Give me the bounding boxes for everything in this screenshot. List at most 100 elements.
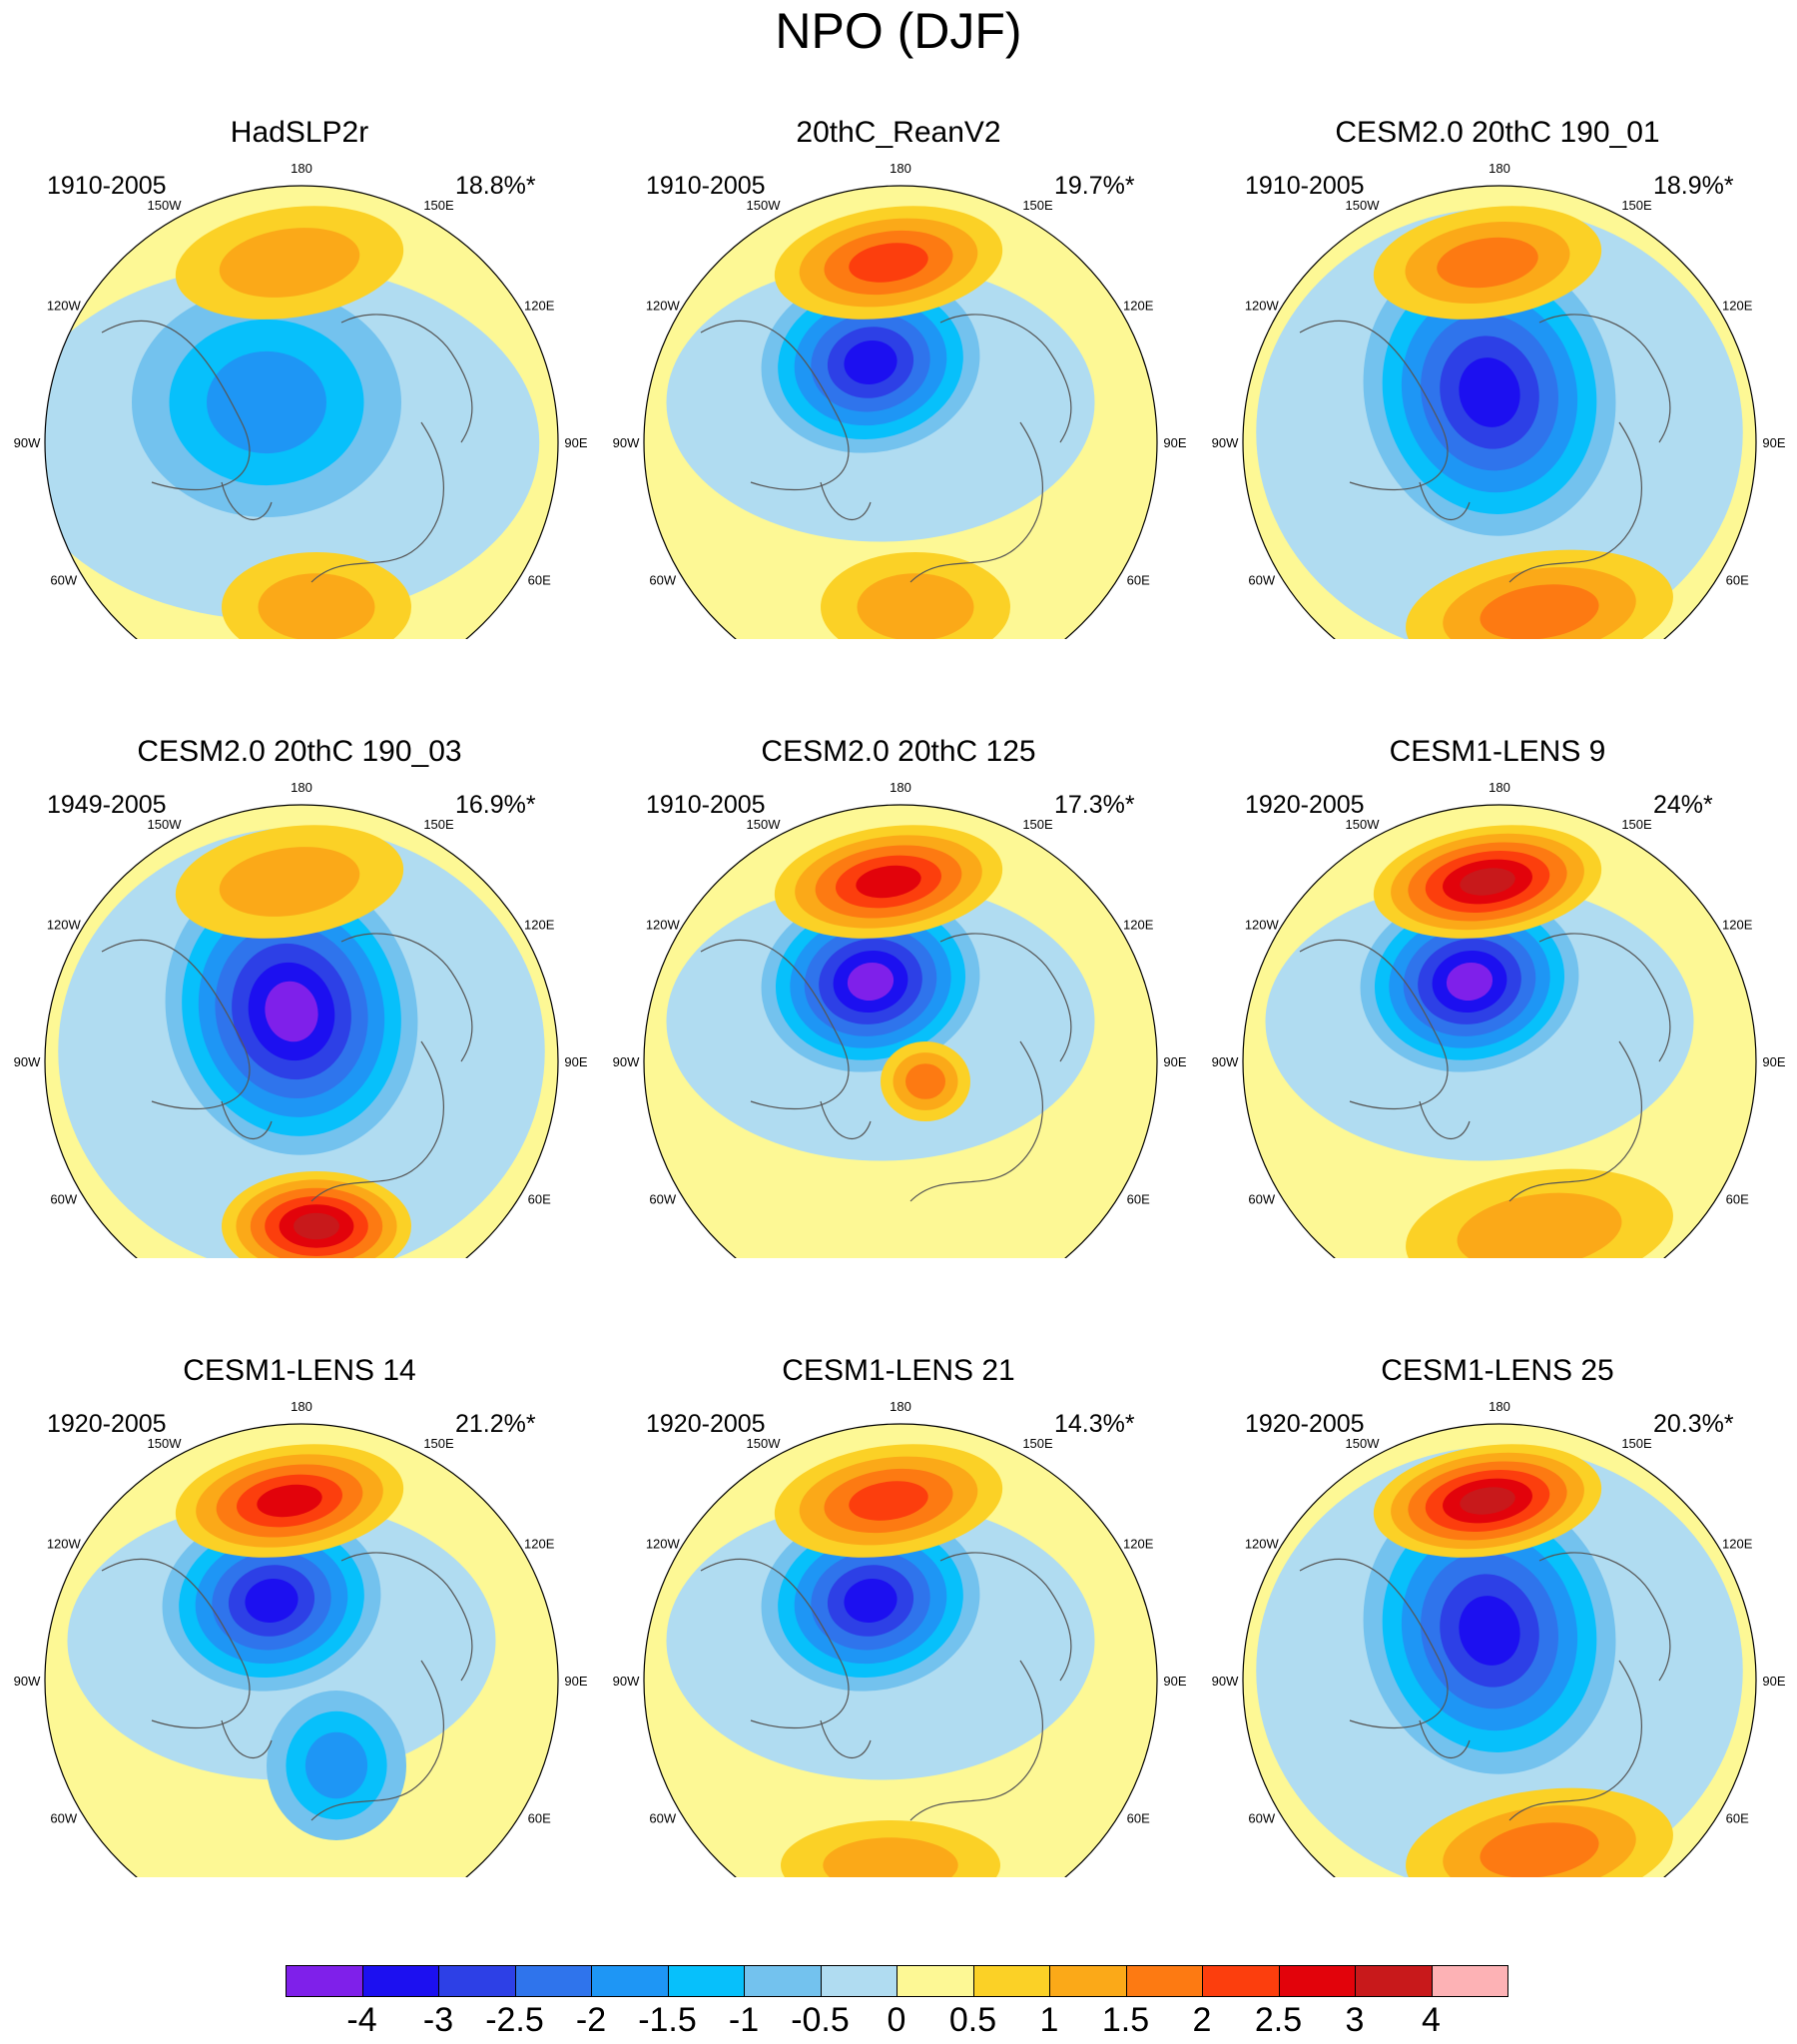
longitude-label: 60E xyxy=(1127,1811,1150,1826)
colorbar-swatch xyxy=(1202,1965,1280,1997)
panel-title: CESM1-LENS 25 xyxy=(1381,1354,1614,1387)
negative-contour xyxy=(844,1579,898,1623)
longitude-label: 60W xyxy=(50,1811,77,1826)
longitude-label: 180 xyxy=(890,1399,911,1414)
longitude-label: 120E xyxy=(524,299,555,314)
longitude-label: 150W xyxy=(747,1436,782,1451)
colorbar-label: 1 xyxy=(1039,2001,1059,2039)
longitude-label: 60E xyxy=(528,1811,551,1826)
longitude-label: 60W xyxy=(50,573,77,588)
map-panel: 180150E120E90E60E30E030W60W90W120W150WCE… xyxy=(1198,639,1797,1258)
longitude-label: 60W xyxy=(649,573,676,588)
panel-title: CESM2.0 20thC 190_03 xyxy=(137,735,462,768)
longitude-label: 180 xyxy=(890,161,911,176)
longitude-label: 150W xyxy=(1346,817,1381,832)
longitude-label: 120E xyxy=(1722,918,1753,933)
longitude-label: 60E xyxy=(1726,1811,1749,1826)
colorbar-swatch xyxy=(1355,1965,1433,1997)
panel-title: 20thC_ReanV2 xyxy=(796,116,1001,149)
map-panel: 180150E120E90E60E30E030W60W90W120W150W CE… xyxy=(0,1258,599,1877)
positive-contour xyxy=(857,573,974,639)
negative-contour xyxy=(844,341,898,384)
positive-contour xyxy=(257,1484,322,1518)
positive-contour xyxy=(823,1837,958,1877)
map-boundary xyxy=(1242,185,1757,639)
coastlines xyxy=(1299,314,1671,583)
longitude-label: 120W xyxy=(47,918,82,933)
longitude-label: 180 xyxy=(1489,161,1510,176)
longitude-label: 120W xyxy=(646,1537,681,1552)
longitude-label: 60W xyxy=(649,1192,676,1207)
map-svg: 180150E120E90E60E30E030W60W90W120W150W xyxy=(14,161,588,639)
map-panel: 180150E120E90E60E30E030W60W90W120W150W20… xyxy=(599,20,1198,639)
colorbar-label: 2 xyxy=(1192,2001,1212,2039)
longitude-label: 90W xyxy=(613,1054,640,1069)
longitude-label: 120E xyxy=(1123,299,1154,314)
panel-title: CESM2.0 20thC 190_01 xyxy=(1335,116,1660,149)
panel-variance: 16.9%* xyxy=(455,791,536,819)
colorbar-label: 4 xyxy=(1422,2001,1441,2039)
longitude-label: 120E xyxy=(524,918,555,933)
negative-contour xyxy=(304,1731,368,1799)
map-boundary xyxy=(1242,804,1757,1258)
coastlines xyxy=(1299,933,1671,1202)
colorbar-label: -2 xyxy=(575,2001,607,2039)
longitude-label: 150E xyxy=(1022,198,1053,213)
longitude-label: 180 xyxy=(1489,780,1510,795)
longitude-label: 180 xyxy=(291,1399,312,1414)
panel-period: 1910-2005 xyxy=(646,172,766,200)
map-boundary xyxy=(44,804,559,1258)
longitude-label: 120E xyxy=(1722,1537,1753,1552)
colorbar-label: 1.5 xyxy=(1101,2001,1150,2039)
panel-title: CESM1-LENS 14 xyxy=(183,1354,416,1387)
panel-variance: 18.8%* xyxy=(455,172,536,200)
map-boundary xyxy=(643,804,1158,1258)
longitude-label: 60W xyxy=(649,1811,676,1826)
negative-contour xyxy=(847,962,895,1002)
map-panel: 180150E120E90E60E30E030W60W90W120W150WHa… xyxy=(0,20,599,639)
longitude-label: 90W xyxy=(1212,1674,1239,1689)
colorbar-swatch xyxy=(286,1965,363,1997)
longitude-label: 150E xyxy=(423,198,454,213)
colorbar-label: 3 xyxy=(1345,2001,1365,2039)
negative-contour xyxy=(1459,357,1520,427)
longitude-label: 120W xyxy=(646,299,681,314)
colorbar-swatch xyxy=(1431,1965,1508,1997)
colorbar-label: -4 xyxy=(346,2001,377,2039)
figure-title: NPO (DJF) xyxy=(775,3,1022,59)
coastlines xyxy=(1299,1552,1671,1821)
longitude-label: 120W xyxy=(47,1537,82,1552)
longitude-label: 60E xyxy=(1127,573,1150,588)
positive-contour xyxy=(1457,1192,1622,1258)
colorbar-label: -3 xyxy=(422,2001,454,2039)
map-panel: 180150E120E90E60E30E030W60W90W120W150WCE… xyxy=(1198,20,1797,639)
map-svg: 180150E120E90E60E30E030W60W90W120W150W xyxy=(14,1399,588,1877)
longitude-label: 150E xyxy=(1621,817,1652,832)
colorbar-label: 0 xyxy=(887,2001,906,2039)
panel-title: HadSLP2r xyxy=(230,116,369,149)
longitude-label: 120E xyxy=(1123,1537,1154,1552)
longitude-label: 90E xyxy=(1762,1674,1785,1689)
panel-period: 1910-2005 xyxy=(646,791,766,819)
longitude-label: 150W xyxy=(747,817,782,832)
longitude-label: 60E xyxy=(528,1192,551,1207)
map-boundary xyxy=(643,185,1158,639)
panel-variance: 20.3%* xyxy=(1653,1410,1734,1438)
coastlines xyxy=(700,933,1072,1202)
longitude-label: 120W xyxy=(1245,299,1280,314)
longitude-label: 120W xyxy=(1245,1537,1280,1552)
positive-contour xyxy=(905,1063,945,1099)
map-panel: 180150E120E90E60E30E030W60W90W120W150WCE… xyxy=(599,1258,1198,1877)
map-svg: 180150E120E90E60E30E030W60W90W120W150W xyxy=(613,780,1187,1258)
longitude-label: 150E xyxy=(1621,1436,1652,1451)
panel-period: 1949-2005 xyxy=(47,791,167,819)
map-boundary xyxy=(44,1423,559,1877)
longitude-label: 90W xyxy=(613,435,640,450)
map-boundary xyxy=(1242,1423,1757,1877)
longitude-label: 60W xyxy=(1248,573,1275,588)
colorbar-swatch xyxy=(1278,1965,1356,1997)
longitude-label: 90E xyxy=(1163,1054,1186,1069)
longitude-label: 90E xyxy=(1762,435,1785,450)
longitude-label: 90E xyxy=(564,435,587,450)
longitude-label: 60E xyxy=(1726,1192,1749,1207)
